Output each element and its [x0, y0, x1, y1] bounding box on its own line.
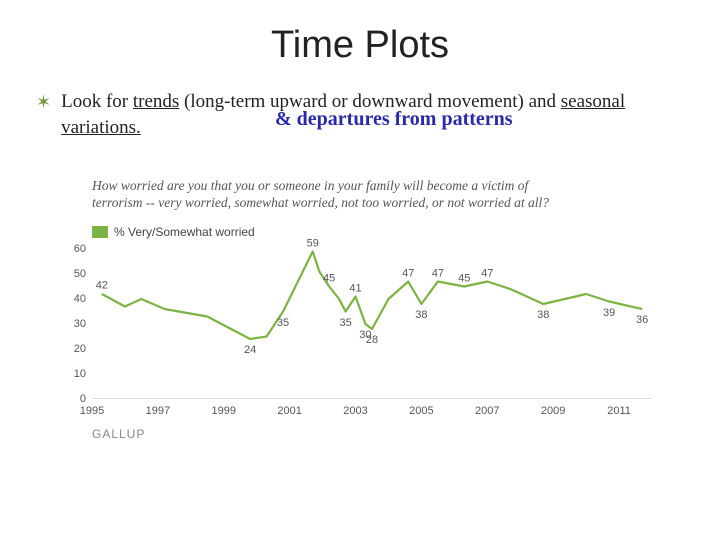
data-label: 45 — [458, 272, 470, 284]
data-label: 35 — [340, 316, 352, 328]
x-tick: 2003 — [343, 405, 367, 417]
x-tick: 1997 — [146, 405, 170, 417]
bullet-star-icon: ✶ — [36, 89, 51, 115]
bullet-underline-1: trends — [133, 91, 179, 112]
data-label: 24 — [244, 344, 256, 356]
legend-label: % Very/Somewhat worried — [114, 225, 255, 239]
data-label: 42 — [96, 280, 108, 292]
data-label: 47 — [432, 267, 444, 279]
x-tick: 1999 — [212, 405, 236, 417]
y-tick: 20 — [74, 343, 86, 355]
chart-legend: % Very/Somewhat worried — [92, 225, 648, 239]
data-label: 47 — [481, 267, 493, 279]
data-label: 47 — [402, 267, 414, 279]
data-label: 41 — [349, 282, 361, 294]
chart-plot-area: 0102030405060199519971999200120032005200… — [92, 249, 652, 399]
data-label: 39 — [603, 306, 615, 318]
x-tick: 2011 — [607, 405, 631, 417]
data-label: 38 — [415, 309, 427, 321]
x-tick: 2005 — [409, 405, 433, 417]
data-label: 36 — [636, 314, 648, 326]
y-tick: 50 — [74, 268, 86, 280]
y-tick: 30 — [74, 318, 86, 330]
legend-swatch — [92, 226, 108, 238]
chart-subtitle: How worried are you that you or someone … — [92, 177, 648, 211]
x-tick: 2007 — [475, 405, 499, 417]
y-tick: 60 — [74, 243, 86, 255]
data-label: 35 — [277, 316, 289, 328]
chart-container: How worried are you that you or someone … — [92, 177, 648, 441]
handwritten-annotation: & departures from patterns — [275, 108, 513, 131]
data-label: 28 — [366, 334, 378, 346]
slide-title: Time Plots — [32, 24, 688, 67]
x-tick: 2009 — [541, 405, 565, 417]
y-tick: 40 — [74, 293, 86, 305]
data-label: 38 — [537, 309, 549, 321]
y-tick: 10 — [74, 368, 86, 380]
x-tick: 1995 — [80, 405, 104, 417]
data-label: 59 — [307, 237, 319, 249]
chart-source: GALLUP — [92, 427, 648, 441]
x-tick: 2001 — [277, 405, 301, 417]
chart-subtitle-line2: terrorism -- very worried, somewhat worr… — [92, 195, 549, 210]
chart-subtitle-line1: How worried are you that you or someone … — [92, 178, 528, 193]
y-tick: 0 — [80, 393, 86, 405]
bullet-prefix: Look for — [61, 91, 133, 112]
data-label: 45 — [323, 272, 335, 284]
slide: Time Plots ✶ Look for trends (long-term … — [0, 0, 720, 540]
